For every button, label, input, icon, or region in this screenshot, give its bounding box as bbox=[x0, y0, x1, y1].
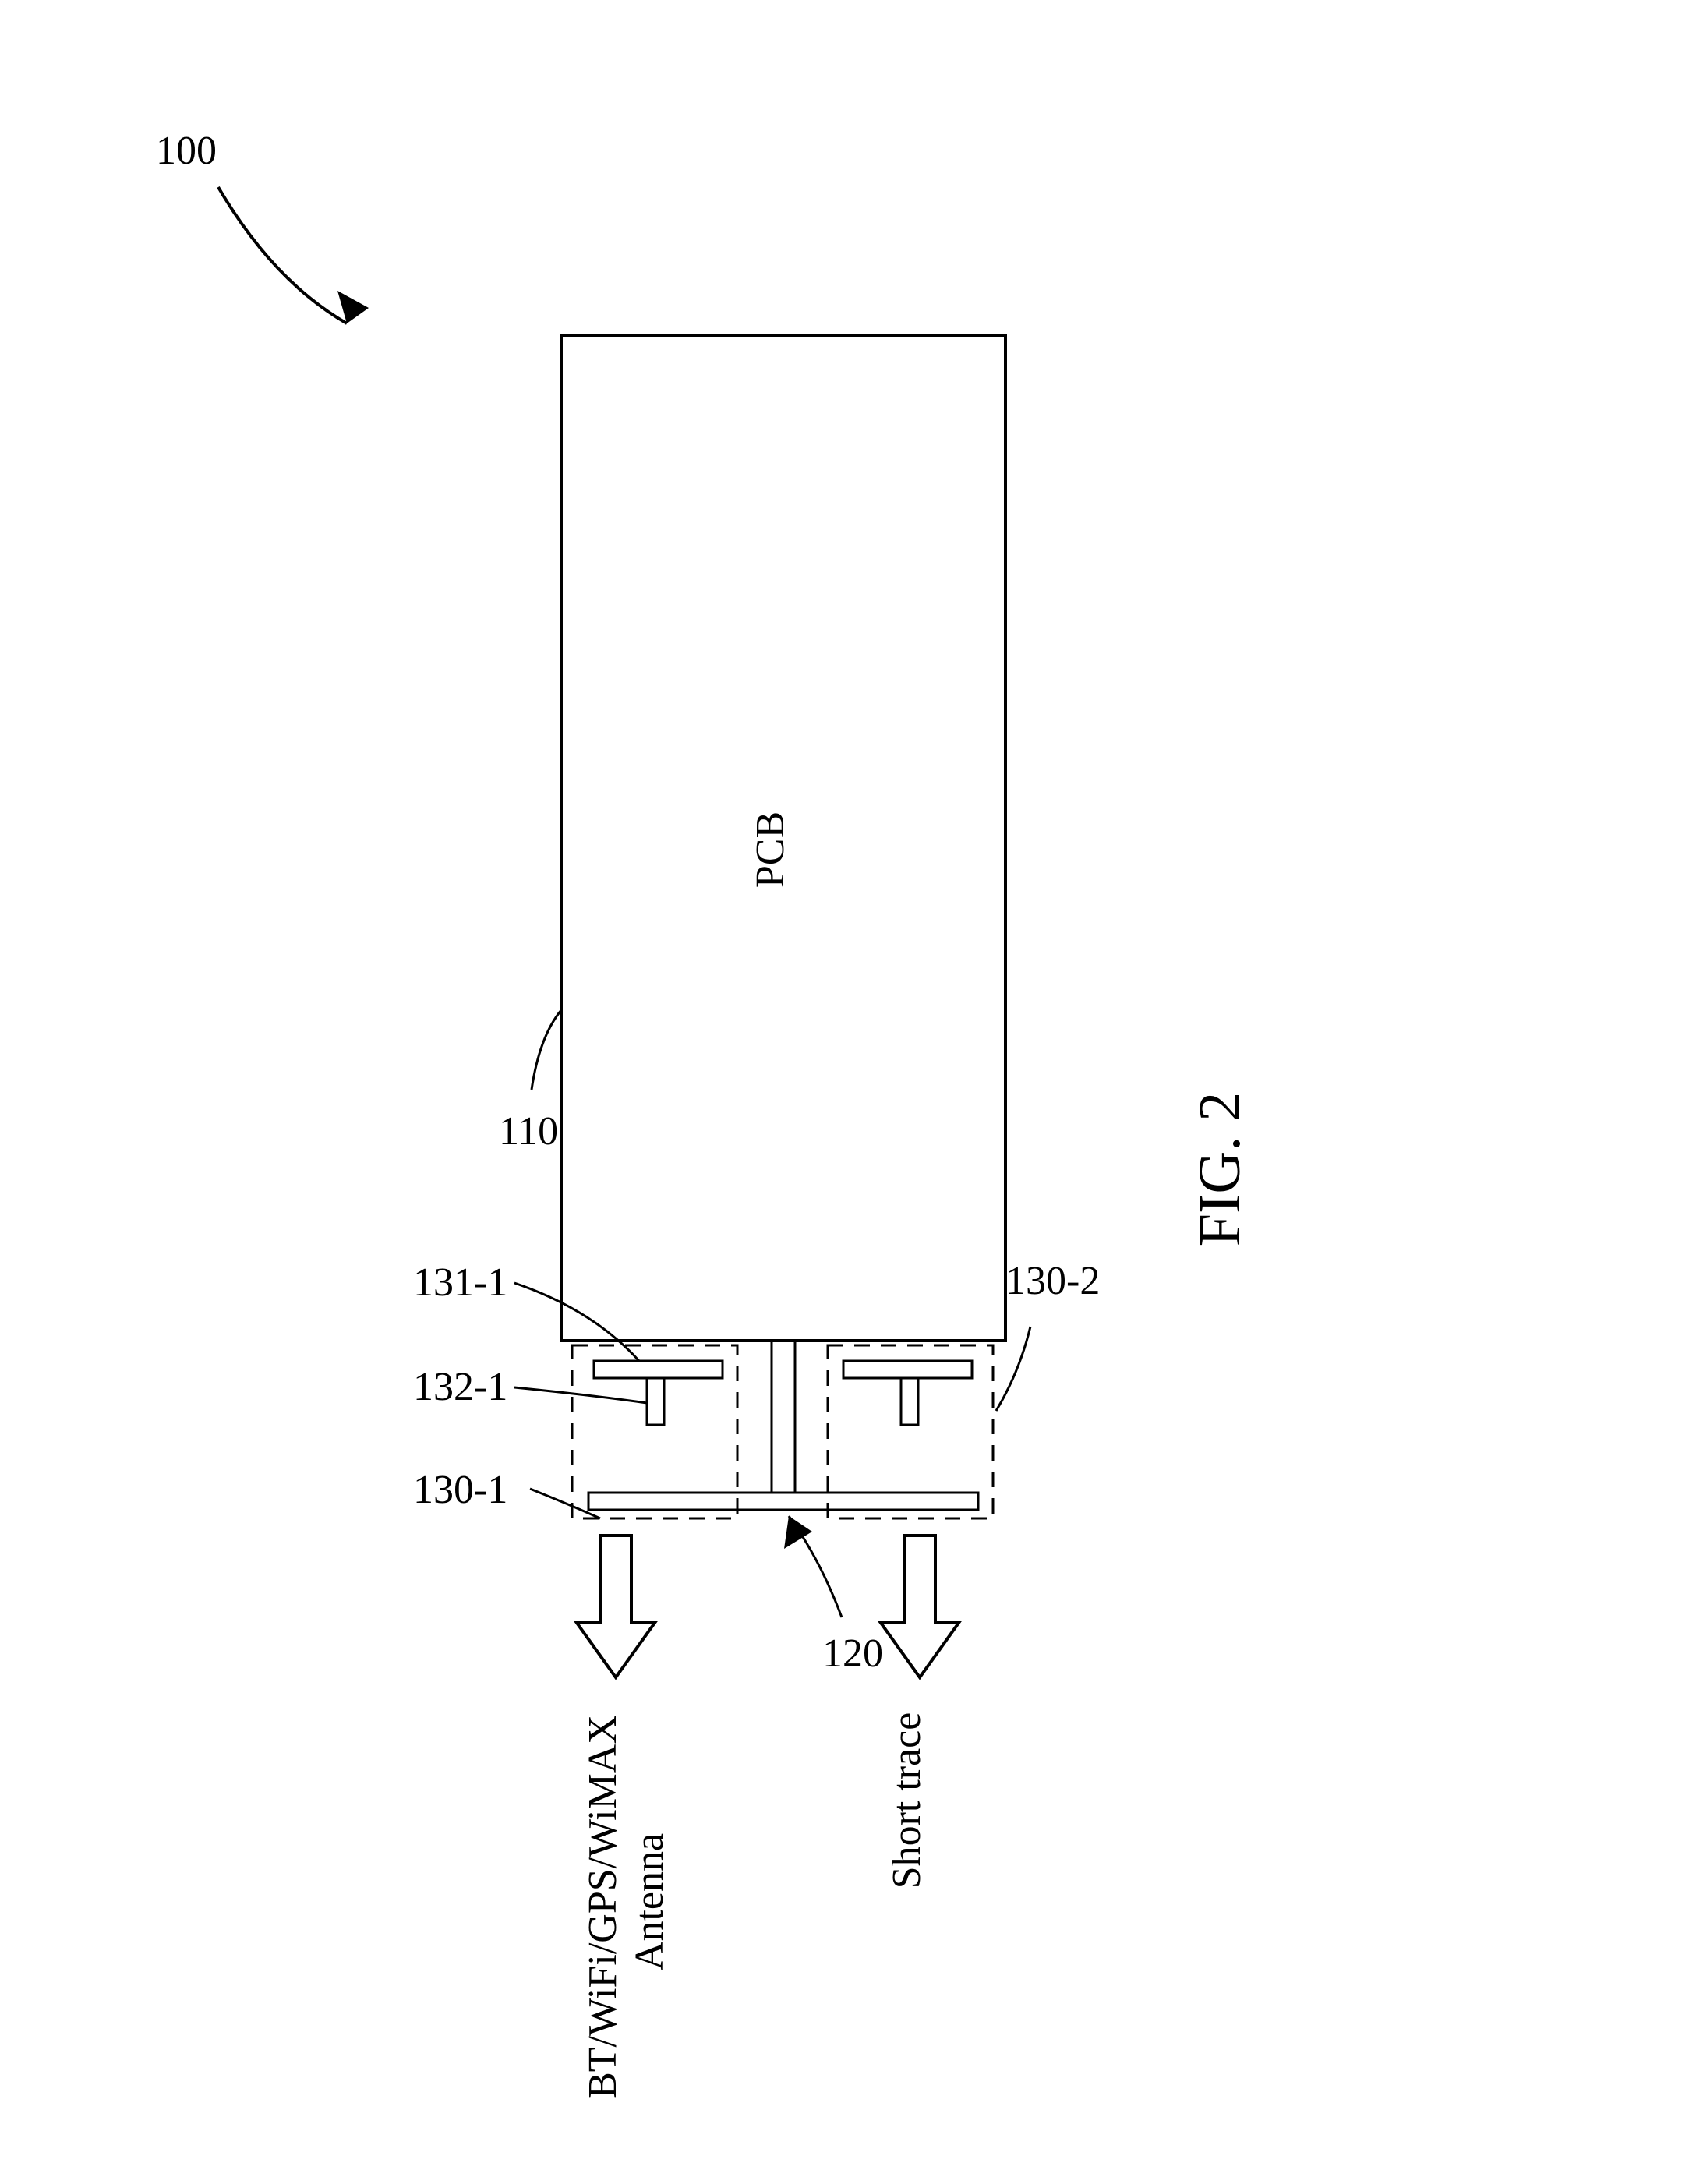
ref-110-text: 110 bbox=[499, 1109, 558, 1154]
left-arrow-text-l2: Antenna bbox=[627, 1833, 672, 1970]
ref-110: 110 bbox=[499, 1010, 561, 1154]
ref-130-1-text: 130-1 bbox=[413, 1468, 507, 1512]
antenna-bar bbox=[588, 1493, 978, 1510]
ref-130-2-text: 130-2 bbox=[1005, 1259, 1100, 1303]
ref-100-text: 100 bbox=[156, 129, 217, 173]
svg-text:BT/WiFi/GPS/WiMAX Antenn: BT/WiFi/GPS/WiMAX Antenna bbox=[581, 1705, 672, 2099]
stub-right bbox=[843, 1361, 972, 1425]
right-block-arrow bbox=[881, 1536, 959, 1677]
pcb-block: PCB bbox=[561, 335, 1005, 1341]
stub-left bbox=[594, 1361, 723, 1425]
left-arrow-text: BT/WiFi/GPS/WiMAX Antenna bbox=[581, 1705, 672, 2099]
ref-132-1: 132-1 bbox=[413, 1365, 647, 1409]
right-arrow-text: Short trace bbox=[885, 1712, 929, 1889]
ref-120: 120 bbox=[784, 1516, 883, 1676]
figure-label: FIG. 2 bbox=[1187, 1092, 1253, 1246]
left-block-arrow bbox=[577, 1536, 655, 1677]
antenna-center-post bbox=[772, 1341, 795, 1493]
ref-131-1-text: 131-1 bbox=[413, 1260, 507, 1305]
ref-130-2: 130-2 bbox=[996, 1259, 1100, 1411]
left-arrow-text-l1: BT/WiFi/GPS/WiMAX bbox=[581, 1715, 625, 2099]
ref-100: 100 bbox=[156, 129, 369, 323]
pcb-label: PCB bbox=[748, 811, 793, 888]
ref-120-text: 120 bbox=[822, 1631, 883, 1676]
ref-132-1-text: 132-1 bbox=[413, 1365, 507, 1409]
